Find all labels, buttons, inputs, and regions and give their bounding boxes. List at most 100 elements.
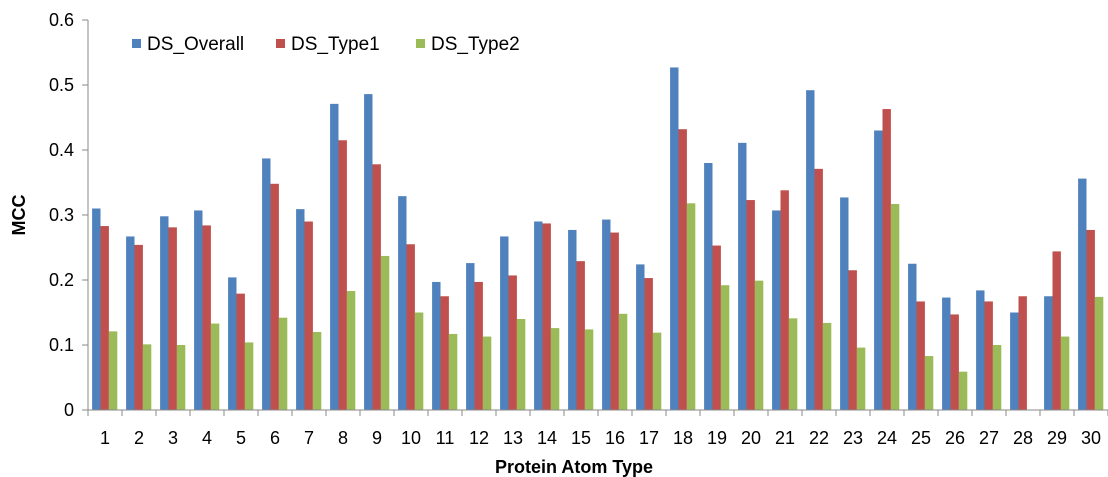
bar-ds-type2-5	[244, 342, 254, 410]
bar-ds-type1-17	[644, 278, 653, 410]
bar-ds-type1-5	[236, 293, 245, 410]
bar-ds-type2-18	[686, 203, 696, 410]
x-tick-label: 16	[605, 428, 625, 448]
bar-ds-overall-4	[194, 210, 203, 410]
bar-ds-overall-10	[398, 196, 407, 410]
x-tick-label: 27	[979, 428, 999, 448]
bar-ds-type2-15	[584, 329, 594, 410]
bar-ds-overall-21	[772, 210, 781, 410]
legend-swatch-ds-type1	[276, 39, 285, 48]
x-tick-label: 20	[741, 428, 761, 448]
bar-ds-overall-16	[602, 219, 611, 410]
y-ticks-group: 0 0.1 0.2 0.3 0.4 0.5 0.6	[49, 10, 88, 420]
bar-ds-type1-30	[1086, 229, 1095, 410]
bar-ds-type1-16	[610, 232, 619, 410]
bar-ds-overall-5	[228, 277, 237, 410]
bar-ds-type1-8	[338, 140, 347, 410]
y-tick-label: 0.4	[49, 140, 74, 160]
bar-ds-overall-3	[160, 216, 169, 410]
bar-ds-type1-11	[440, 296, 449, 410]
bar-ds-type1-20	[746, 200, 755, 410]
y-tick-label: 0.5	[49, 75, 74, 95]
bar-ds-type1-14	[542, 223, 551, 410]
bar-ds-overall-7	[296, 209, 305, 410]
x-tick-label: 10	[401, 428, 421, 448]
bar-ds-type1-10	[406, 244, 415, 410]
bar-ds-overall-25	[908, 263, 917, 410]
bar-ds-type2-16	[618, 313, 628, 410]
bar-ds-overall-28	[1010, 312, 1019, 410]
bar-ds-type2-4	[210, 323, 220, 410]
bar-ds-overall-29	[1044, 296, 1053, 410]
x-axis-title: Protein Atom Type	[495, 457, 653, 477]
bar-ds-overall-1	[92, 208, 101, 410]
bar-ds-type1-9	[372, 164, 381, 410]
bar-ds-type2-2	[142, 344, 152, 410]
bar-ds-overall-22	[806, 90, 815, 410]
bar-ds-overall-12	[466, 263, 475, 410]
bar-ds-type1-12	[474, 281, 483, 410]
bar-ds-type2-6	[278, 317, 288, 410]
y-tick-label: 0.1	[49, 335, 74, 355]
x-tick-label: 29	[1047, 428, 1067, 448]
bar-ds-overall-9	[364, 94, 373, 410]
legend-swatch-ds-overall	[132, 39, 141, 48]
bar-ds-overall-23	[840, 197, 849, 410]
bar-ds-type2-21	[788, 318, 798, 410]
bar-ds-type2-17	[652, 332, 662, 410]
x-tick-label: 21	[775, 428, 795, 448]
bar-ds-type1-24	[882, 109, 891, 411]
bar-ds-overall-2	[126, 236, 135, 410]
y-axis-title: MCC	[9, 195, 29, 236]
bar-ds-type1-15	[576, 261, 585, 410]
bar-ds-overall-8	[330, 103, 339, 410]
bar-ds-type1-26	[950, 314, 959, 410]
bar-ds-type2-27	[992, 345, 1002, 410]
bar-ds-type2-12	[482, 336, 492, 410]
bar-ds-type2-1	[108, 331, 118, 410]
bar-ds-type1-28	[1018, 296, 1027, 410]
bar-ds-type2-8	[346, 291, 356, 410]
bar-ds-type2-30	[1094, 296, 1104, 410]
bar-ds-overall-11	[432, 281, 441, 410]
bar-ds-type2-3	[176, 345, 186, 410]
bar-ds-overall-20	[738, 142, 747, 410]
x-tick-label: 30	[1081, 428, 1101, 448]
bar-ds-type1-3	[168, 227, 177, 410]
x-tick-label: 12	[469, 428, 489, 448]
bar-ds-overall-18	[670, 67, 679, 410]
y-tick-label: 0.3	[49, 205, 74, 225]
x-tick-label: 6	[270, 428, 280, 448]
bar-ds-type1-23	[848, 270, 857, 410]
bar-ds-type2-29	[1060, 336, 1070, 410]
x-tick-label: 18	[673, 428, 693, 448]
bar-ds-overall-26	[942, 297, 951, 410]
bar-ds-type1-21	[780, 190, 789, 410]
x-tick-label: 5	[236, 428, 246, 448]
bar-ds-type2-13	[516, 319, 526, 410]
x-tick-label: 2	[134, 428, 144, 448]
x-tick-label: 9	[372, 428, 382, 448]
bar-ds-type2-25	[924, 356, 934, 410]
bars-group	[92, 67, 1104, 411]
bar-ds-type1-27	[984, 301, 993, 410]
bar-ds-type2-22	[822, 322, 832, 410]
x-tick-label: 26	[945, 428, 965, 448]
x-tick-label: 19	[707, 428, 727, 448]
bar-ds-type2-20	[754, 280, 764, 410]
x-tick-label: 4	[202, 428, 212, 448]
bar-ds-type2-14	[550, 328, 560, 410]
bar-ds-type1-2	[134, 244, 143, 410]
bar-ds-type1-13	[508, 275, 517, 410]
bar-ds-type1-4	[202, 225, 211, 410]
bar-ds-overall-27	[976, 290, 985, 410]
x-tick-label: 1	[100, 428, 110, 448]
bar-ds-type1-19	[712, 245, 721, 410]
bar-ds-type1-1	[100, 226, 109, 410]
legend-swatch-ds-type2	[416, 39, 425, 48]
bar-ds-overall-24	[874, 130, 883, 410]
x-tick-label: 8	[338, 428, 348, 448]
y-tick-label: 0.2	[49, 270, 74, 290]
bar-ds-overall-19	[704, 163, 713, 410]
